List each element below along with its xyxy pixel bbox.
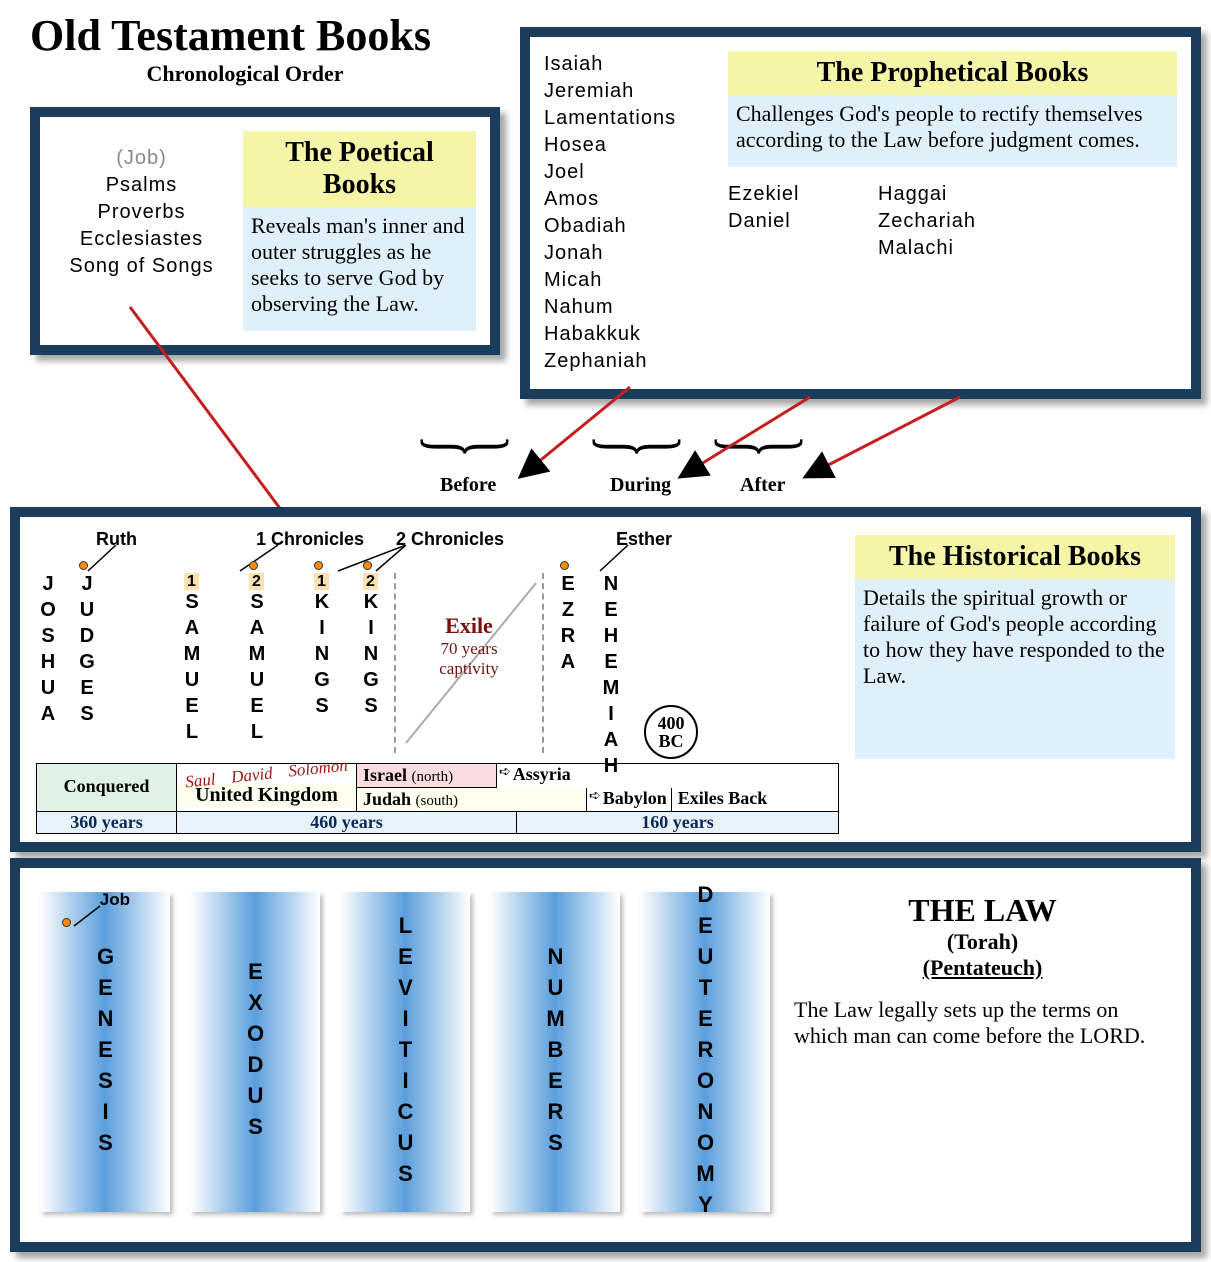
dot-icon (363, 561, 372, 570)
top-row: (Job) Psalms Proverbs Ecclesiastes Song … (10, 107, 1201, 399)
torah-exodus: EXODUS (242, 959, 268, 1145)
dot-icon (560, 561, 569, 570)
cell-conquered: Conquered (37, 764, 177, 811)
prophetical-book: Daniel (728, 208, 848, 235)
book-joshua: JOSHUA (36, 573, 59, 729)
dot-icon (79, 561, 88, 570)
cell-judah-note: (south) (416, 793, 459, 809)
law-sub1: (Torah) (794, 929, 1171, 955)
prophetical-book: Jeremiah (544, 78, 714, 105)
book-1kings: KINGS (310, 591, 333, 721)
poetical-title: The Poetical Books (243, 131, 476, 207)
callout-chron2: 2 Chronicles (396, 529, 504, 550)
cell-160y: 160 years (517, 812, 838, 833)
law-title: THE LAW (794, 892, 1171, 929)
book-ezra: EZRA (556, 573, 579, 677)
poetical-book-list: (Job) Psalms Proverbs Ecclesiastes Song … (54, 131, 229, 331)
torah-leviticus: LEVITICUS (392, 913, 418, 1192)
prophetical-book: Haggai (878, 181, 976, 208)
exile-sub2: captivity (396, 659, 542, 679)
historical-body: Details the spiritual growth or failure … (855, 579, 1175, 759)
cell-israel: Israel (363, 765, 407, 785)
book-2kings: KINGS (359, 591, 382, 721)
prophetical-book: Isaiah (544, 51, 714, 78)
historical-title: The Historical Books (855, 535, 1175, 579)
cell-judah: Judah (363, 789, 411, 809)
prophetical-book: Ezekiel (728, 181, 848, 208)
callout-esther: Esther (616, 529, 672, 550)
callout-job: Job (86, 890, 130, 910)
torah-columns: Job GENESIS EXODUS LEVITICUS NUMBERS DEU… (40, 892, 770, 1212)
arrow-icon: ➪ (587, 788, 603, 811)
book-nehemiah: NEHEMIAH (599, 573, 622, 781)
dot-icon (249, 561, 258, 570)
kingdom-grid: Conquered Saul David Solomon United King… (36, 763, 839, 834)
prophetical-book: Amos (544, 186, 714, 213)
book-2samuel: SAMUEL (245, 591, 268, 747)
historical-info: The Historical Books Details the spiritu… (855, 535, 1175, 834)
cell-assyria: Assyria (513, 764, 571, 788)
prophetical-after-list: Haggai Zechariah Malachi (878, 181, 976, 262)
law-panel: Job GENESIS EXODUS LEVITICUS NUMBERS DEU… (10, 858, 1201, 1252)
page-subtitle: Chronological Order (10, 61, 480, 87)
timing-during: During (610, 474, 671, 496)
prophetical-book: Joel (544, 159, 714, 186)
cell-460y: 460 years (177, 812, 517, 833)
cell-exiles: Exiles Back (672, 788, 774, 811)
brace-icon: } (408, 435, 529, 458)
book-judges: JUDGES (75, 573, 98, 729)
poetical-job-note: (Job) (54, 145, 229, 172)
poetical-book: Ecclesiastes (54, 226, 229, 253)
cell-360y: 360 years (37, 812, 177, 833)
poetical-book: Psalms (54, 172, 229, 199)
bc400-badge: 400 BC (644, 705, 698, 759)
num-1sam: 1 (184, 573, 199, 590)
prophetical-during-list: Ezekiel Daniel (728, 181, 848, 262)
cell-israel-note: (north) (412, 769, 454, 785)
dot-icon (314, 561, 323, 570)
prophetical-book: Obadiah (544, 213, 714, 240)
historical-panel: Ruth 1 Chronicles 2 Chronicles Esther JO… (10, 507, 1201, 852)
book-1samuel: SAMUEL (180, 591, 203, 747)
historical-timeline: Ruth 1 Chronicles 2 Chronicles Esther JO… (36, 535, 839, 834)
arrow-icon: ➪ (497, 764, 513, 788)
law-body: The Law legally sets up the terms on whi… (794, 997, 1171, 1049)
prophetical-title: The Prophetical Books (728, 51, 1177, 95)
timing-row: } Before } During } After (10, 419, 1201, 509)
king-saul: Saul (184, 769, 216, 792)
law-info: THE LAW (Torah) (Pentateuch) The Law leg… (794, 892, 1171, 1049)
torah-genesis: GENESIS (92, 944, 118, 1161)
prophetical-before-list: Isaiah Jeremiah Lamentations Hosea Joel … (544, 51, 714, 375)
prophetical-book: Malachi (878, 235, 976, 262)
brace-icon: } (702, 435, 823, 458)
brace-icon: } (580, 435, 701, 458)
torah-numbers: NUMBERS (542, 944, 568, 1161)
law-sub2: (Pentateuch) (794, 955, 1171, 981)
exile-sub1: 70 years (396, 639, 542, 659)
poetical-book: Song of Songs (54, 253, 229, 280)
poetical-body: Reveals man's inner and outer struggles … (243, 207, 476, 331)
prophetical-book: Jonah (544, 240, 714, 267)
cell-babylon: Babylon (603, 788, 672, 811)
callout-ruth: Ruth (96, 529, 137, 550)
prophetical-book: Habakkuk (544, 321, 714, 348)
num-2kin: 2 (363, 573, 378, 590)
prophetical-book: Nahum (544, 294, 714, 321)
prophetical-book: Zechariah (878, 208, 976, 235)
poetical-book: Proverbs (54, 199, 229, 226)
num-2sam: 2 (249, 573, 264, 590)
num-1kin: 1 (314, 573, 329, 590)
timing-after: After (740, 474, 786, 496)
prophetical-body: Challenges God's people to rectify thems… (728, 95, 1177, 167)
prophetical-book: Hosea (544, 132, 714, 159)
exile-title: Exile (396, 613, 542, 639)
timing-before: Before (440, 474, 496, 496)
prophetical-panel: Isaiah Jeremiah Lamentations Hosea Joel … (520, 27, 1201, 399)
prophetical-book: Zephaniah (544, 348, 714, 375)
prophetical-book: Lamentations (544, 105, 714, 132)
torah-deuteronomy: DEUTERONOMY (692, 882, 718, 1223)
prophetical-book: Micah (544, 267, 714, 294)
poetical-panel: (Job) Psalms Proverbs Ecclesiastes Song … (30, 107, 500, 355)
poetical-info: The Poetical Books Reveals man's inner a… (243, 131, 476, 331)
